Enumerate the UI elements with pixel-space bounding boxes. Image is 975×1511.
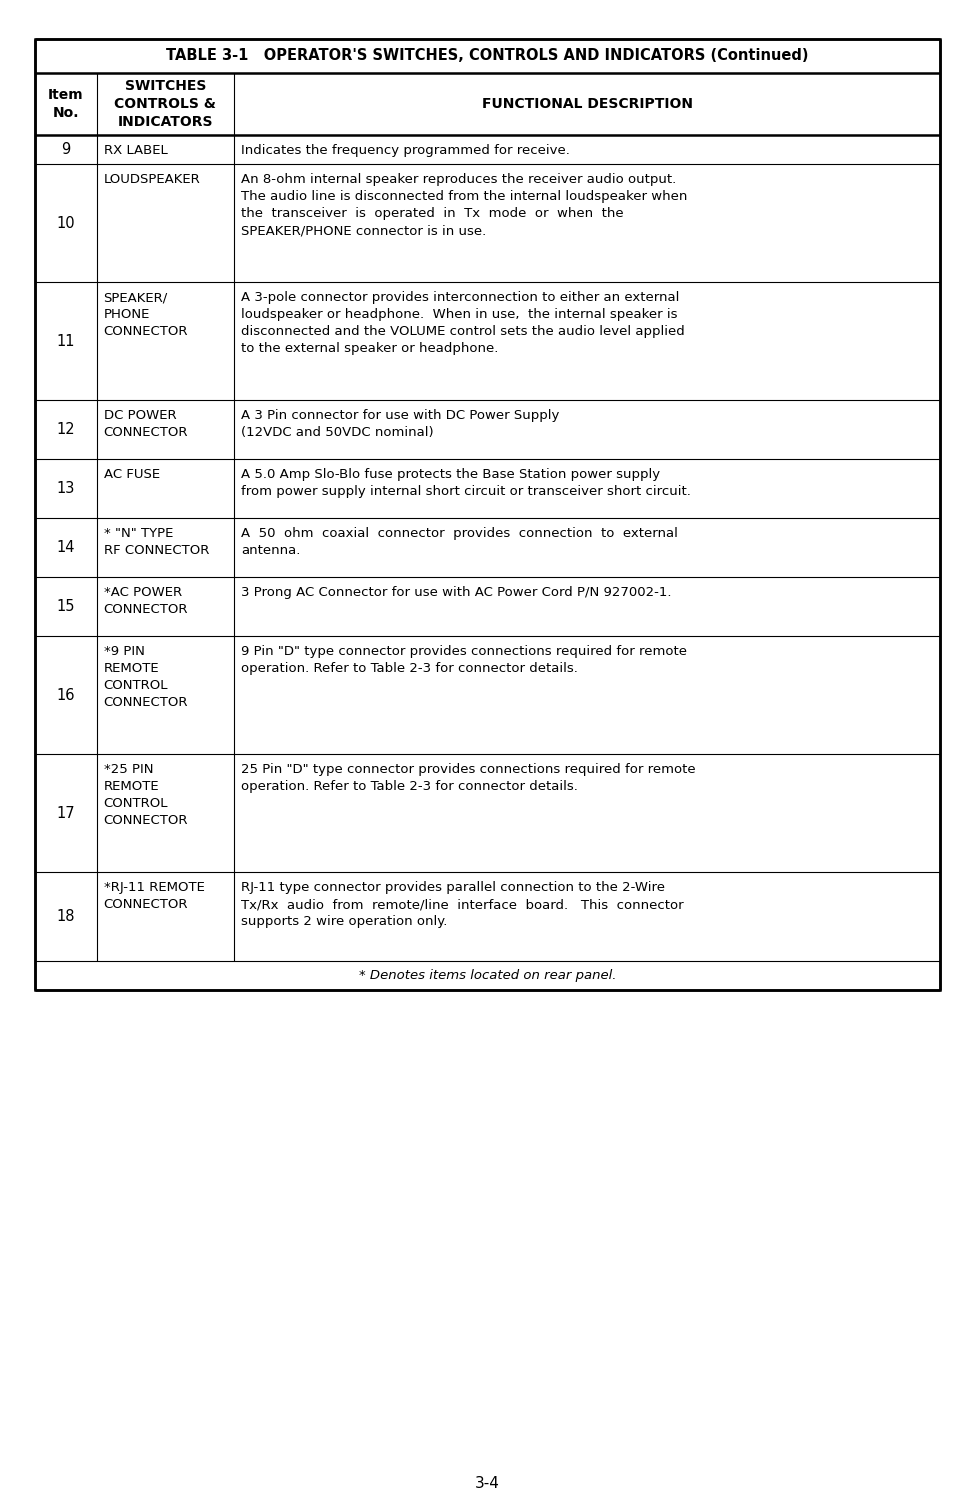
- Text: DC POWER
CONNECTOR: DC POWER CONNECTOR: [103, 409, 188, 440]
- Text: 15: 15: [57, 600, 75, 615]
- Text: A 5.0 Amp Slo-Blo fuse protects the Base Station power supply
from power supply : A 5.0 Amp Slo-Blo fuse protects the Base…: [241, 468, 691, 499]
- Text: AC FUSE: AC FUSE: [103, 468, 160, 482]
- Text: SWITCHES
CONTROLS &
INDICATORS: SWITCHES CONTROLS & INDICATORS: [114, 79, 216, 130]
- Text: A  50  ohm  coaxial  connector  provides  connection  to  external
antenna.: A 50 ohm coaxial connector provides conn…: [241, 527, 678, 558]
- Text: *RJ-11 REMOTE
CONNECTOR: *RJ-11 REMOTE CONNECTOR: [103, 881, 205, 911]
- Text: FUNCTIONAL DESCRIPTION: FUNCTIONAL DESCRIPTION: [482, 97, 692, 110]
- Text: *AC POWER
CONNECTOR: *AC POWER CONNECTOR: [103, 586, 188, 616]
- Text: * Denotes items located on rear panel.: * Denotes items located on rear panel.: [359, 969, 616, 982]
- Text: 18: 18: [57, 910, 75, 925]
- Text: *25 PIN
REMOTE
CONTROL
CONNECTOR: *25 PIN REMOTE CONTROL CONNECTOR: [103, 763, 188, 828]
- Text: 13: 13: [57, 482, 75, 497]
- Text: *9 PIN
REMOTE
CONTROL
CONNECTOR: *9 PIN REMOTE CONTROL CONNECTOR: [103, 645, 188, 710]
- Text: 17: 17: [57, 805, 75, 820]
- Text: SPEAKER/
PHONE
CONNECTOR: SPEAKER/ PHONE CONNECTOR: [103, 292, 188, 338]
- Text: A 3-pole connector provides interconnection to either an external
loudspeaker or: A 3-pole connector provides interconnect…: [241, 292, 684, 355]
- Text: * "N" TYPE
RF CONNECTOR: * "N" TYPE RF CONNECTOR: [103, 527, 209, 558]
- Text: Item
No.: Item No.: [48, 88, 84, 121]
- Text: An 8-ohm internal speaker reproduces the receiver audio output.
The audio line i: An 8-ohm internal speaker reproduces the…: [241, 174, 687, 237]
- Bar: [35, 39, 940, 991]
- Text: 11: 11: [57, 334, 75, 349]
- Text: 9: 9: [61, 142, 70, 157]
- Text: RJ-11 type connector provides parallel connection to the 2-Wire
Tx/Rx  audio  fr: RJ-11 type connector provides parallel c…: [241, 881, 683, 928]
- Text: Indicates the frequency programmed for receive.: Indicates the frequency programmed for r…: [241, 144, 570, 157]
- Text: 9 Pin "D" type connector provides connections required for remote
operation. Ref: 9 Pin "D" type connector provides connec…: [241, 645, 687, 675]
- Text: 16: 16: [57, 688, 75, 703]
- Text: 14: 14: [57, 541, 75, 556]
- Text: 3 Prong AC Connector for use with AC Power Cord P/N 927002-1.: 3 Prong AC Connector for use with AC Pow…: [241, 586, 672, 600]
- Text: LOUDSPEAKER: LOUDSPEAKER: [103, 174, 200, 186]
- Text: 12: 12: [57, 423, 75, 438]
- Text: 25 Pin "D" type connector provides connections required for remote
operation. Re: 25 Pin "D" type connector provides conne…: [241, 763, 696, 793]
- Text: TABLE 3-1   OPERATOR'S SWITCHES, CONTROLS AND INDICATORS (Continued): TABLE 3-1 OPERATOR'S SWITCHES, CONTROLS …: [167, 48, 808, 63]
- Text: 3-4: 3-4: [475, 1476, 500, 1490]
- Text: 10: 10: [57, 216, 75, 231]
- Text: A 3 Pin connector for use with DC Power Supply
(12VDC and 50VDC nominal): A 3 Pin connector for use with DC Power …: [241, 409, 560, 440]
- Text: RX LABEL: RX LABEL: [103, 144, 168, 157]
